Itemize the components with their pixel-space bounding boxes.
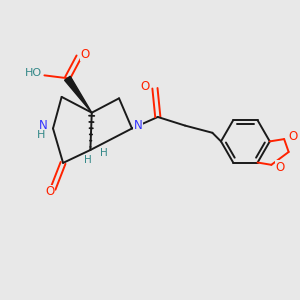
- Text: N: N: [39, 119, 48, 132]
- Text: O: O: [46, 185, 55, 198]
- Text: H: H: [37, 130, 45, 140]
- Text: N: N: [134, 118, 142, 131]
- Text: O: O: [276, 160, 285, 174]
- Text: O: O: [140, 80, 150, 93]
- Polygon shape: [64, 76, 92, 113]
- Text: H: H: [84, 155, 92, 165]
- Text: H: H: [100, 148, 107, 158]
- Text: O: O: [80, 48, 89, 61]
- Text: HO: HO: [24, 68, 41, 78]
- Text: O: O: [288, 130, 298, 143]
